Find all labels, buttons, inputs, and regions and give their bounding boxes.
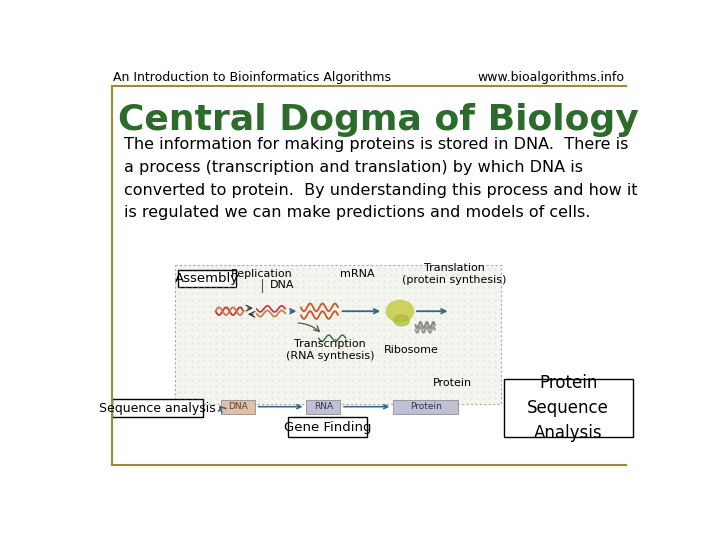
FancyBboxPatch shape [289,417,367,437]
Text: DNA: DNA [228,402,248,411]
Text: Protein
Sequence
Analysis: Protein Sequence Analysis [527,374,609,442]
Text: DNA: DNA [270,280,294,290]
FancyBboxPatch shape [221,400,255,414]
FancyBboxPatch shape [175,265,500,403]
Text: Sequence analysis: Sequence analysis [99,402,216,415]
FancyBboxPatch shape [306,400,341,414]
Text: Central Dogma of Biology: Central Dogma of Biology [118,103,639,137]
FancyBboxPatch shape [179,271,235,287]
Ellipse shape [387,300,413,322]
Text: Translation
(protein synthesis): Translation (protein synthesis) [402,263,506,286]
Text: mRNA: mRNA [340,269,374,279]
Text: Replication: Replication [231,269,293,279]
Text: Transcription
(RNA synthesis): Transcription (RNA synthesis) [286,339,374,361]
Text: Protein: Protein [433,378,472,388]
Text: Assembly: Assembly [175,272,239,285]
Text: An Introduction to Bioinformatics Algorithms: An Introduction to Bioinformatics Algori… [113,71,391,84]
Ellipse shape [394,315,409,326]
Text: Ribosome: Ribosome [384,345,439,355]
FancyBboxPatch shape [393,400,458,414]
Text: www.bioalgorithms.info: www.bioalgorithms.info [478,71,625,84]
Text: RNA: RNA [314,402,333,411]
Text: Protein: Protein [410,402,441,411]
Text: The information for making proteins is stored in DNA.  There is
a process (trans: The information for making proteins is s… [124,137,638,220]
FancyBboxPatch shape [112,399,203,417]
Text: Gene Finding: Gene Finding [284,421,372,434]
FancyBboxPatch shape [504,379,632,437]
